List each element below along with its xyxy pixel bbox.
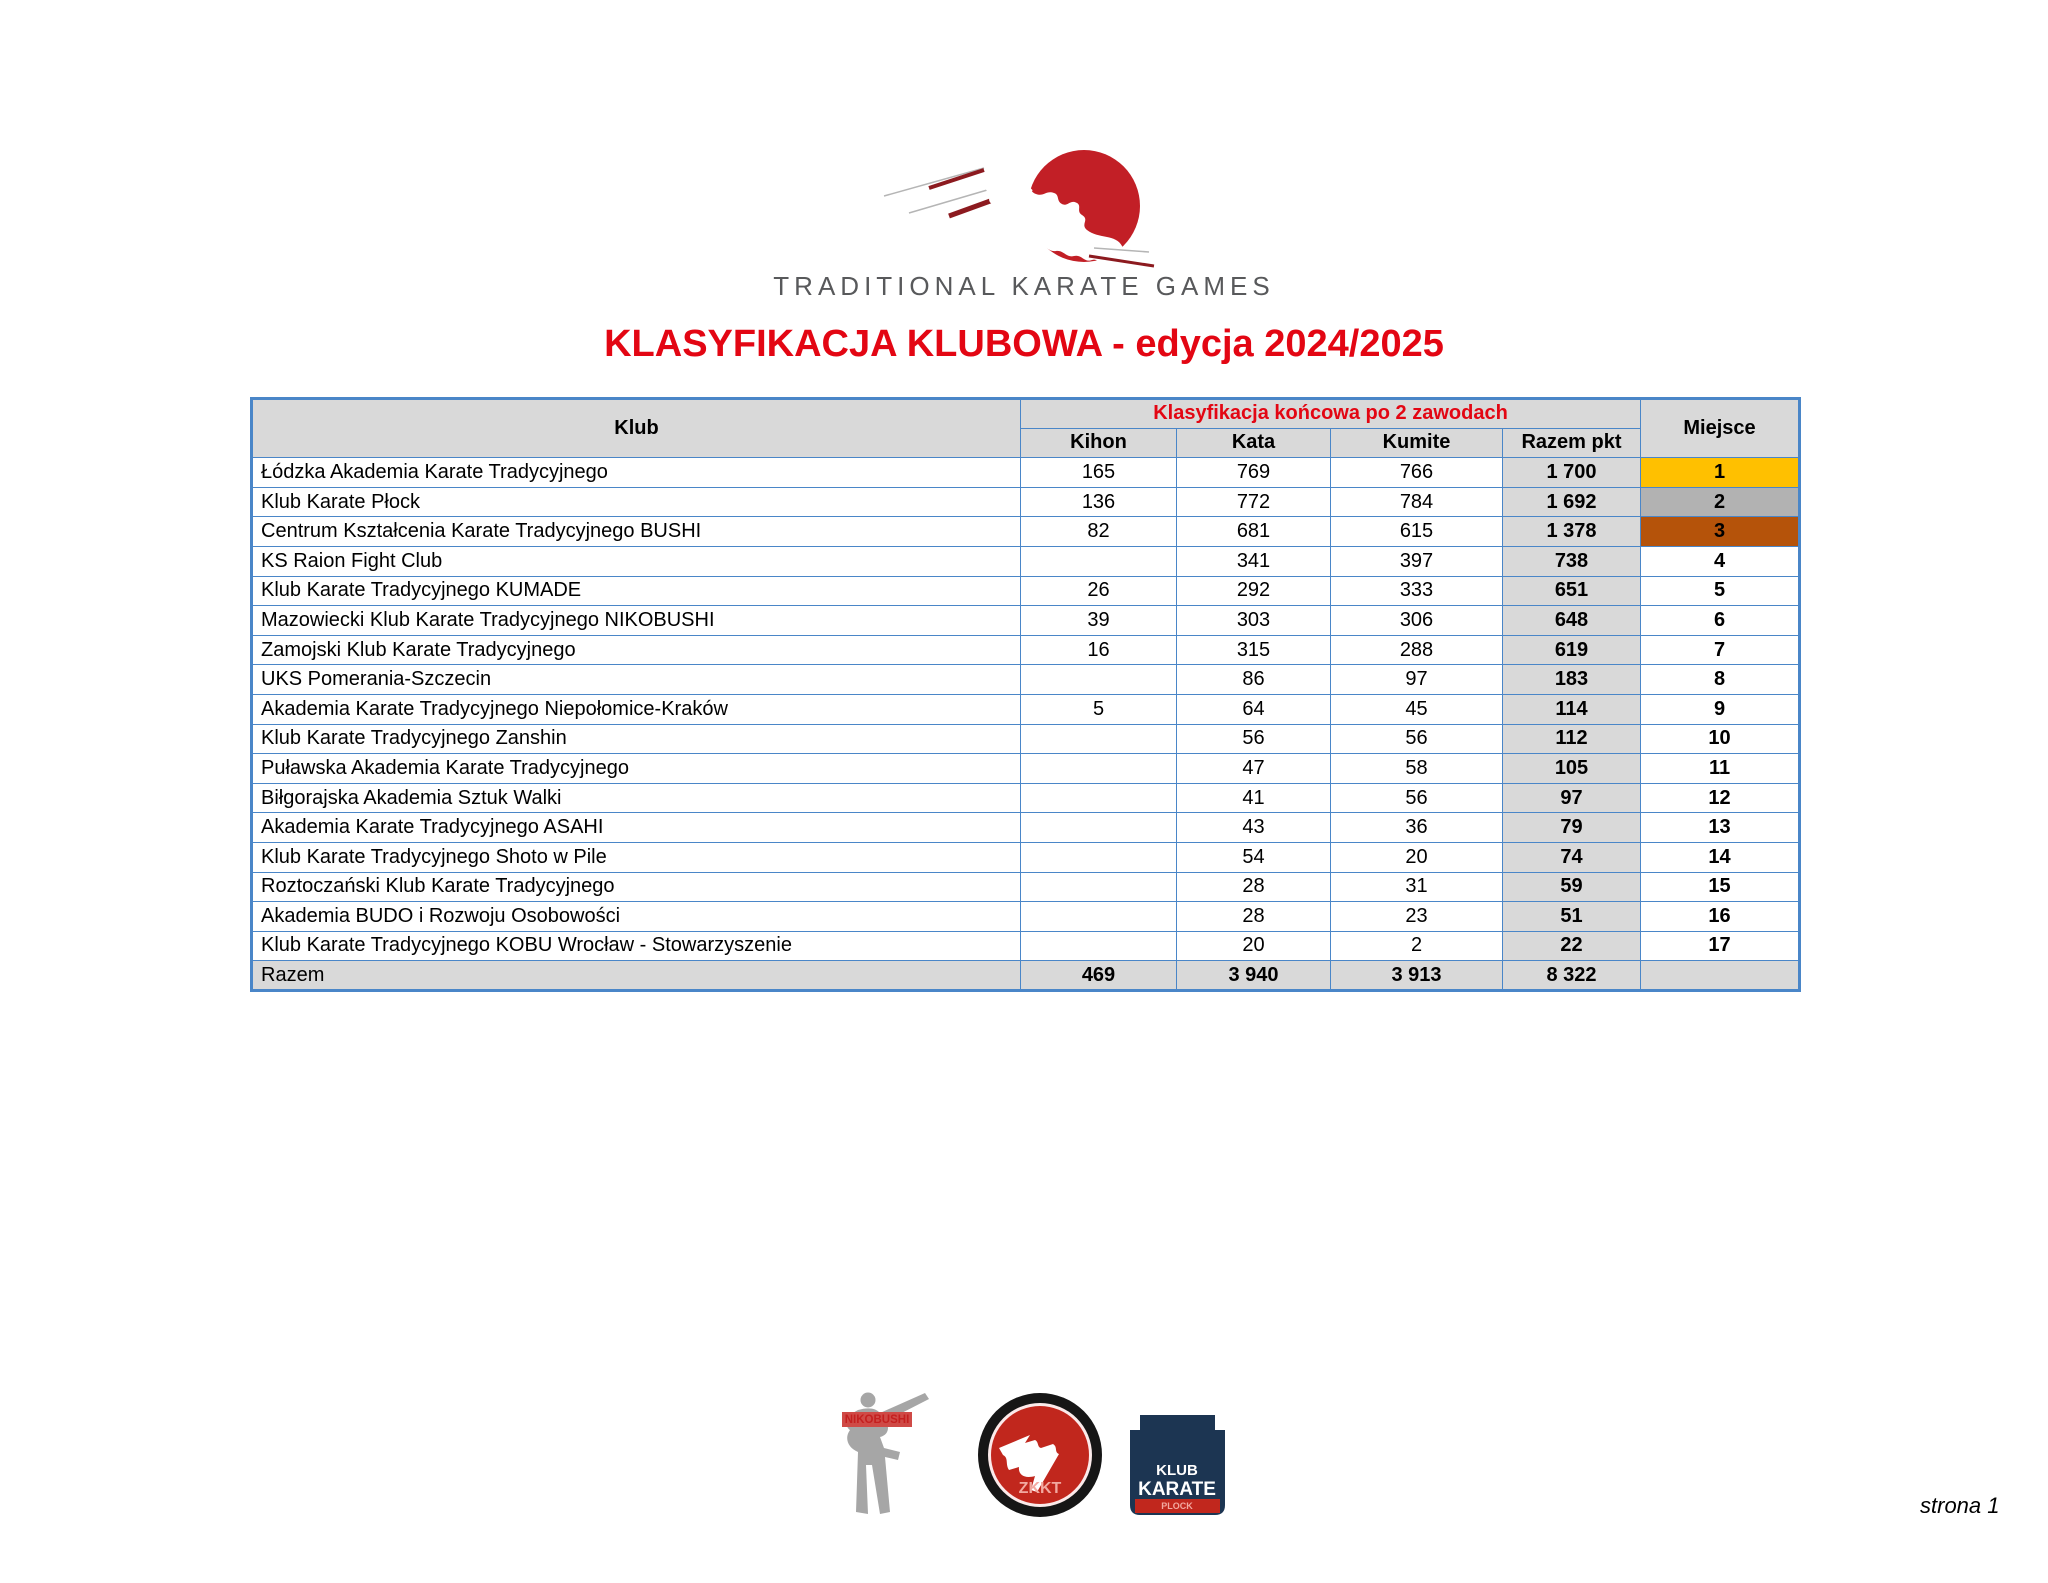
svg-text:KARATE: KARATE xyxy=(1138,1479,1216,1500)
svg-text:PLOCK: PLOCK xyxy=(1161,1501,1193,1511)
svg-text:ZKKT: ZKKT xyxy=(1019,1480,1062,1497)
svg-text:KLUB: KLUB xyxy=(1156,1462,1198,1479)
svg-text:NIKOBUSHI: NIKOBUSHI xyxy=(845,1414,910,1426)
